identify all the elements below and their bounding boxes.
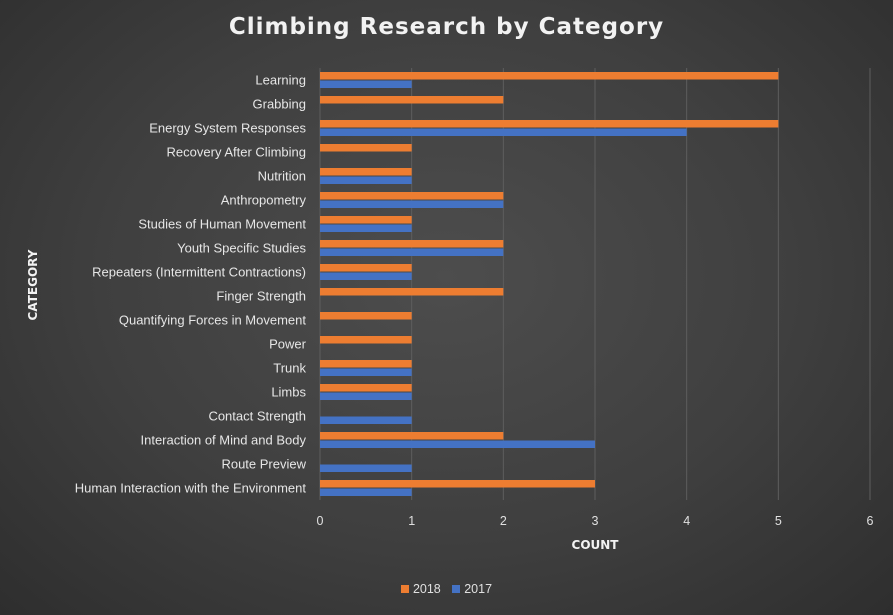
legend-item-2017[interactable]: 2017	[452, 582, 492, 596]
bar-2018-youth-specific-studies[interactable]	[320, 240, 504, 248]
x-tick-label-0: 0	[317, 514, 324, 528]
legend: 2018 2017	[0, 582, 893, 596]
bar-2017-human-interaction-with-the-environment[interactable]	[320, 488, 412, 497]
bar-2017-learning[interactable]	[320, 80, 412, 89]
category-label-grabbing: Grabbing	[253, 97, 306, 112]
bar-2018-energy-system-responses[interactable]	[320, 120, 779, 128]
bar-2017-nutrition[interactable]	[320, 176, 412, 185]
bar-2017-trunk[interactable]	[320, 368, 412, 377]
x-tick-label-1: 1	[408, 514, 415, 528]
bar-2018-recovery-after-climbing[interactable]	[320, 144, 412, 152]
x-tick-labels: 0 1 2 3 4 5 6	[317, 514, 874, 528]
category-label-youth-specific-studies: Youth Specific Studies	[177, 241, 306, 256]
bar-2017-interaction-of-mind-and-body[interactable]	[320, 440, 595, 449]
bar-2018-limbs[interactable]	[320, 384, 412, 392]
legend-label-2018: 2018	[412, 582, 441, 596]
bar-2017-youth-specific-studies[interactable]	[320, 248, 504, 257]
category-label-recovery-after-climbing: Recovery After Climbing	[167, 145, 306, 160]
bar-2017-repeaters-intermittent-contractions[interactable]	[320, 272, 412, 281]
bar-2017-studies-of-human-movement[interactable]	[320, 224, 412, 233]
bars	[320, 72, 779, 497]
category-label-human-interaction-with-the-environment: Human Interaction with the Environment	[75, 481, 307, 496]
x-tick-label-2: 2	[500, 514, 507, 528]
x-tick-label-6: 6	[867, 514, 874, 528]
bar-2017-anthropometry[interactable]	[320, 200, 504, 209]
category-label-repeaters-intermittent-contractions: Repeaters (Intermittent Contractions)	[92, 265, 306, 280]
category-label-nutrition: Nutrition	[258, 169, 306, 184]
legend-swatch-2017	[452, 585, 461, 593]
category-label-limbs: Limbs	[271, 385, 306, 400]
category-label-finger-strength: Finger Strength	[216, 289, 306, 304]
category-labels: Learning Grabbing Energy System Responses R…	[75, 73, 307, 496]
bar-2018-interaction-of-mind-and-body[interactable]	[320, 432, 504, 440]
category-label-quantifying-forces-in-movement: Quantifying Forces in Movement	[119, 313, 307, 328]
x-tick-label-3: 3	[592, 514, 599, 528]
category-label-learning: Learning	[255, 73, 306, 88]
x-tick-label-5: 5	[775, 514, 782, 528]
bar-2018-trunk[interactable]	[320, 360, 412, 368]
bar-2018-nutrition[interactable]	[320, 168, 412, 176]
legend-label-2017: 2017	[464, 582, 493, 596]
bar-2018-grabbing[interactable]	[320, 96, 504, 104]
gridlines	[319, 68, 871, 500]
category-label-interaction-of-mind-and-body: Interaction of Mind and Body	[141, 433, 307, 448]
category-label-anthropometry: Anthropometry	[221, 193, 307, 208]
bar-2017-energy-system-responses[interactable]	[320, 128, 687, 137]
bar-2018-finger-strength[interactable]	[320, 288, 504, 296]
bar-2017-contact-strength[interactable]	[320, 416, 412, 425]
legend-item-2018[interactable]: 2018	[400, 582, 441, 596]
bar-2018-learning[interactable]	[320, 72, 779, 80]
category-label-trunk: Trunk	[273, 361, 306, 376]
legend-swatch-2018	[400, 585, 409, 593]
x-axis-title: COUNT	[571, 538, 619, 552]
category-label-power: Power	[269, 337, 307, 352]
category-label-studies-of-human-movement: Studies of Human Movement	[138, 217, 306, 232]
category-label-route-preview: Route Preview	[221, 457, 306, 472]
bar-2017-limbs[interactable]	[320, 392, 412, 401]
x-tick-label-4: 4	[683, 514, 690, 528]
bar-2018-quantifying-forces-in-movement[interactable]	[320, 312, 412, 320]
category-label-contact-strength: Contact Strength	[208, 409, 306, 424]
bar-2018-studies-of-human-movement[interactable]	[320, 216, 412, 224]
category-label-energy-system-responses: Energy System Responses	[149, 121, 306, 136]
bar-2018-anthropometry[interactable]	[320, 192, 504, 200]
chart-title: Climbing Research by Category	[228, 14, 665, 40]
bar-2018-power[interactable]	[320, 336, 412, 344]
bar-2017-route-preview[interactable]	[320, 464, 412, 473]
bar-2018-repeaters-intermittent-contractions[interactable]	[320, 264, 412, 272]
bar-2018-human-interaction-with-the-environment[interactable]	[320, 480, 595, 488]
